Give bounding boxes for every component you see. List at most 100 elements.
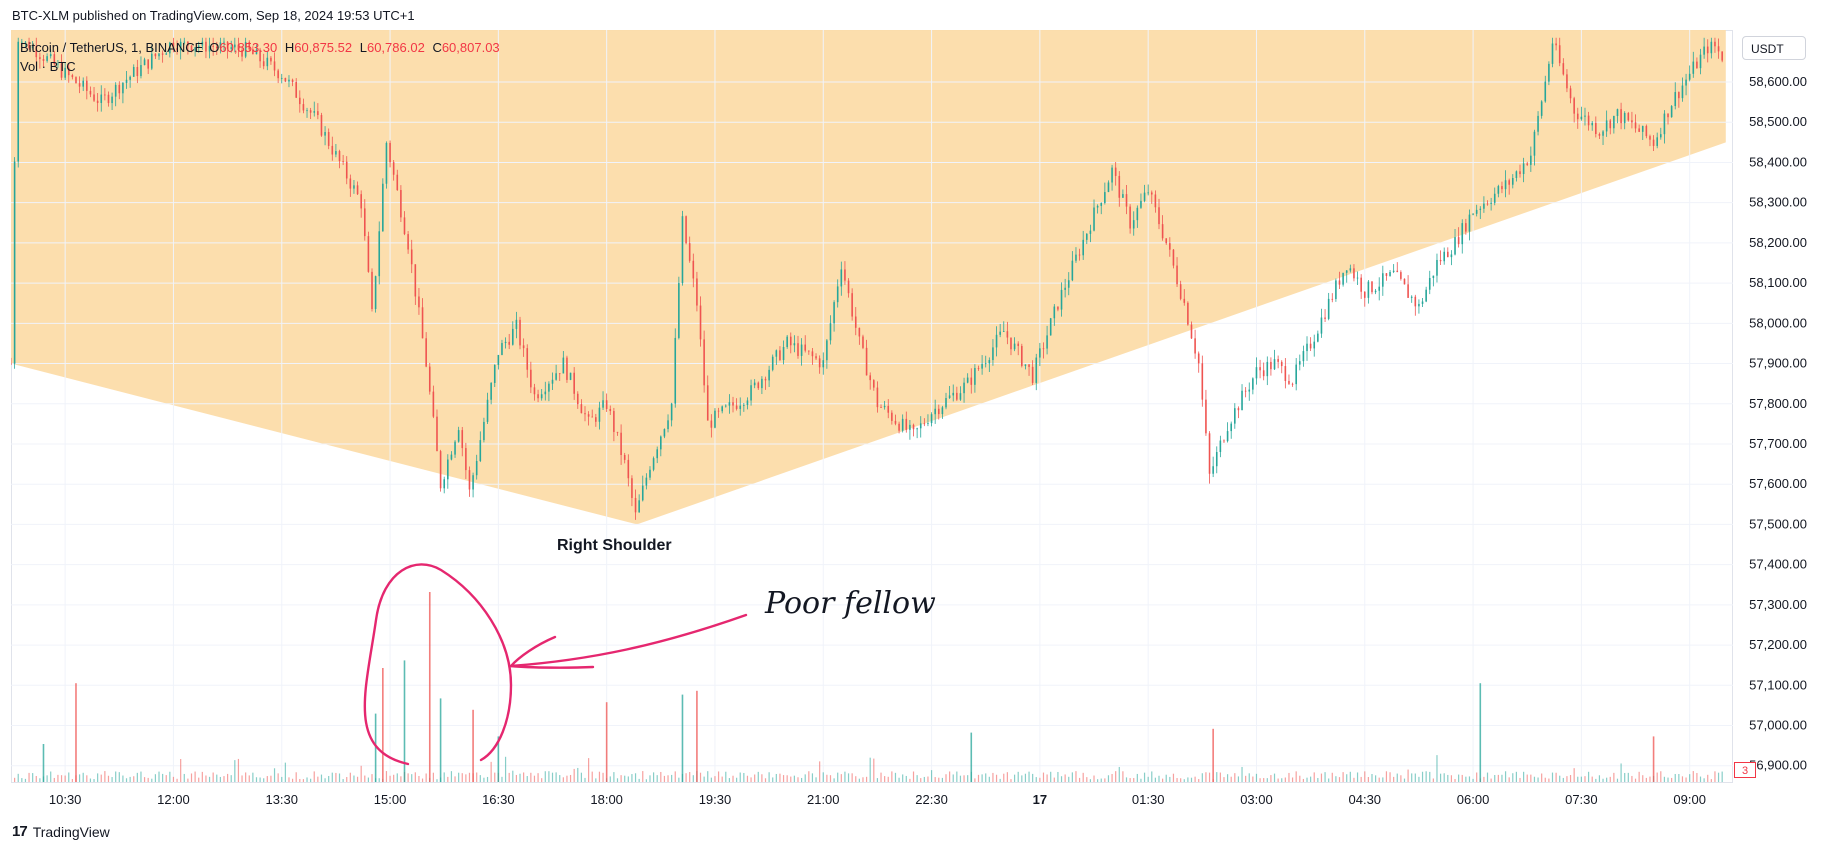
candle-body (1179, 284, 1182, 299)
volume-bar (284, 762, 286, 782)
time-tick-label: 01:30 (1132, 792, 1165, 807)
volume-bar (754, 774, 756, 782)
volume-bar (865, 776, 868, 782)
volume-bar (122, 775, 124, 782)
volume-bar (1569, 775, 1572, 782)
volume-bar (1342, 772, 1344, 782)
candle-body (891, 412, 893, 421)
candle-body (1663, 113, 1666, 135)
tradingview-logo[interactable]: 17 TradingView (12, 823, 110, 840)
candle-body (223, 41, 225, 43)
candle-body (450, 454, 453, 460)
candle-body (1122, 194, 1124, 198)
candle-body (1262, 370, 1265, 377)
price-chart[interactable]: 58,600.00 58,500.00 58,400.00 58,300.00 58,2… (11, 30, 1813, 820)
time-tick-label: 15:00 (374, 792, 407, 807)
candle-body (641, 485, 644, 501)
candle-body (1215, 452, 1218, 467)
candle-body (1053, 306, 1056, 319)
candle-body (39, 57, 41, 60)
candle-body (277, 70, 279, 79)
volume-bar (956, 771, 958, 782)
volume-bar (739, 772, 741, 782)
volume-bar (227, 773, 229, 782)
volume-bar (844, 771, 846, 782)
price-tick-label: 58,000.00 (1749, 315, 1807, 330)
pointer-arrow-head (508, 635, 595, 669)
candle-body (1132, 220, 1135, 229)
volume-bar (353, 775, 355, 782)
volume-bar (1472, 778, 1474, 782)
candle-body (89, 90, 92, 95)
candle-body (793, 343, 796, 346)
volume-bar (425, 773, 427, 782)
volume-bar (1562, 777, 1564, 782)
volume-bar (421, 778, 424, 782)
candle-body (909, 424, 911, 430)
price-tick-label: 57,100.00 (1749, 677, 1807, 692)
candle-body (1244, 390, 1247, 392)
volume-bar (920, 778, 922, 782)
candle-body (1309, 343, 1312, 349)
handwritten-note[interactable]: Poor fellow (765, 586, 936, 621)
candle-body (533, 387, 536, 395)
candle-body (656, 449, 659, 459)
candle-body (714, 410, 716, 428)
volume-bar (140, 771, 142, 782)
volume-bar (858, 778, 860, 782)
time-tick-label: 10:30 (49, 792, 82, 807)
candle-body (1710, 41, 1713, 54)
publish-info: BTC-XLM published on TradingView.com, Se… (12, 8, 415, 23)
time-tick-label: 09:00 (1673, 792, 1706, 807)
candle-body (382, 183, 384, 232)
volume-bar (501, 776, 503, 782)
candle-body (125, 79, 128, 83)
volume-bar (1078, 777, 1081, 782)
volume-bar (1180, 778, 1182, 782)
volume-bar (241, 775, 243, 782)
candle-body (418, 296, 420, 308)
volume-bar (1627, 772, 1629, 782)
candle-body (11, 363, 12, 365)
volume-bar (1414, 773, 1416, 782)
volume-bar (237, 758, 240, 782)
volume-bar (1591, 776, 1593, 782)
volume-bar (1483, 776, 1485, 782)
symbol-title[interactable]: Bitcoin / TetherUS, 1, BINANCE (20, 40, 204, 55)
volume-bar (1555, 772, 1557, 782)
volume-bar (183, 773, 185, 782)
volume-bar (331, 772, 333, 782)
volume-layer (14, 592, 1723, 782)
volume-bar (1201, 773, 1203, 782)
candle-body (692, 260, 695, 279)
candle-body (652, 458, 655, 470)
currency-button[interactable]: USDT (1742, 36, 1806, 60)
volume-legend[interactable]: Vol · BTC (20, 59, 76, 74)
candle-body (132, 67, 135, 77)
volume-bar (555, 772, 557, 782)
candle-body (764, 378, 767, 381)
volume-spike (1652, 736, 1655, 782)
drawing-layer (363, 563, 748, 766)
candle-body (158, 53, 160, 57)
candle-body (739, 405, 742, 409)
candle-body (948, 395, 951, 399)
volume-bar (829, 775, 832, 782)
time-tick-label: 21:00 (807, 792, 840, 807)
time-tick-label: 22:30 (915, 792, 948, 807)
candle-body (660, 436, 662, 450)
right-shoulder-label[interactable]: Right Shoulder (557, 537, 672, 554)
candle-body (407, 234, 409, 250)
volume-bar (613, 772, 615, 782)
candle-body (1382, 273, 1384, 287)
volume-bar (115, 771, 117, 782)
volume-bar (64, 775, 66, 782)
candle-body (1125, 194, 1128, 207)
candle-body (1623, 113, 1626, 124)
candle-body (1031, 366, 1034, 383)
volume-bar (1223, 777, 1225, 782)
volume-bar (1291, 777, 1294, 782)
candle-body (1714, 41, 1716, 47)
volume-bar (638, 778, 640, 782)
candle-body (1508, 180, 1510, 185)
